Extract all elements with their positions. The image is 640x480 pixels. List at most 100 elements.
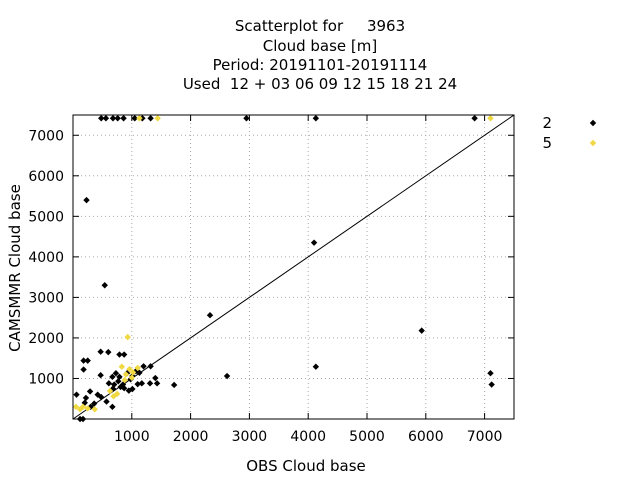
data-point-series-2 xyxy=(80,357,87,364)
diagonal-line xyxy=(72,114,515,420)
data-point-series-2 xyxy=(134,380,141,388)
plot-frame xyxy=(72,114,515,420)
x-tick-label: 3000 xyxy=(232,429,268,445)
data-point-series-2 xyxy=(146,380,154,387)
data-point-series-2 xyxy=(98,393,105,401)
y-tick-label: 3000 xyxy=(28,290,64,306)
data-point-series-5 xyxy=(487,115,494,122)
data-point-series-2 xyxy=(120,115,127,122)
legend-label-5: 5 xyxy=(542,134,552,152)
data-point-series-2 xyxy=(223,372,231,380)
data-point-series-2 xyxy=(105,348,112,356)
data-point-series-2 xyxy=(116,351,123,358)
data-point-series-5 xyxy=(79,403,87,411)
y-tick-label: 4000 xyxy=(28,250,64,266)
data-point-series-2 xyxy=(488,381,495,388)
data-point-series-2 xyxy=(98,115,105,122)
data-point-series-2 xyxy=(110,381,118,388)
data-point-series-5 xyxy=(134,364,141,372)
x-tick-label: 4000 xyxy=(290,429,326,445)
y-tick-label: 1000 xyxy=(28,371,64,387)
data-point-series-5 xyxy=(154,115,161,122)
axis-ticks: 1000 2000 3000 4000 5000 6000 7000 1000 2000 3000… xyxy=(28,115,514,445)
y-tick-label: 7000 xyxy=(28,128,64,144)
data-point-series-5 xyxy=(72,403,80,411)
data-point-series-2 xyxy=(114,115,121,122)
data-point-series-2 xyxy=(153,380,161,387)
data-point-series-2 xyxy=(115,378,122,385)
chart-title-line-1: Scatterplot for 3963 xyxy=(234,17,406,35)
y-tick-label: 5000 xyxy=(28,209,64,225)
data-point-series-2 xyxy=(84,357,91,364)
data-point-series-2 xyxy=(105,380,113,387)
data-point-series-2 xyxy=(81,399,88,406)
data-point-series-2 xyxy=(102,115,110,122)
data-point-series-2 xyxy=(138,380,145,387)
data-point-series-2 xyxy=(101,282,108,289)
data-point-series-2 xyxy=(103,398,110,405)
data-point-series-2 xyxy=(312,363,320,370)
data-point-series-2 xyxy=(116,373,123,381)
data-point-series-2 xyxy=(73,391,80,398)
y-tick-label: 6000 xyxy=(28,169,64,185)
data-point-series-2 xyxy=(131,115,138,122)
data-point-series-2 xyxy=(129,385,136,393)
chart-title-line-2: Cloud base [m] xyxy=(262,37,378,55)
legend-marker-5 xyxy=(589,139,597,147)
x-tick-label: 6000 xyxy=(408,429,444,445)
data-point-series-2 xyxy=(136,369,143,376)
x-tick-label: 1000 xyxy=(114,429,150,445)
data-point-series-5 xyxy=(121,376,128,384)
data-point-series-5 xyxy=(136,115,143,122)
x-axis-label: OBS Cloud base xyxy=(246,457,366,475)
data-point-series-2 xyxy=(83,196,90,204)
data-point-series-2 xyxy=(82,394,90,402)
legend-label-2: 2 xyxy=(542,114,552,132)
data-point-series-2 xyxy=(109,403,116,411)
data-point-series-2 xyxy=(206,312,214,319)
data-point-series-2 xyxy=(170,381,178,389)
data-point-series-2 xyxy=(86,388,94,395)
data-point-series-5 xyxy=(106,387,114,395)
data-point-series-2 xyxy=(120,351,128,358)
data-point-series-2 xyxy=(471,115,478,122)
data-point-series-5 xyxy=(124,333,131,341)
data-point-series-5 xyxy=(91,406,98,413)
data-point-series-5 xyxy=(122,371,130,378)
data-point-series-2 xyxy=(310,239,318,246)
y-tick-label: 2000 xyxy=(28,331,64,347)
data-point-series-2 xyxy=(94,391,101,398)
data-point-series-5 xyxy=(118,363,126,370)
data-point-series-2 xyxy=(90,400,98,407)
data-point-series-2 xyxy=(487,369,494,377)
data-point-series-2 xyxy=(243,115,250,122)
chart-title-line-4: Used 12 + 03 06 09 12 15 18 21 24 xyxy=(182,75,458,93)
data-point-series-2 xyxy=(97,372,104,379)
data-point-series-2 xyxy=(112,369,120,377)
data-point-series-5 xyxy=(126,365,133,373)
data-point-series-2 xyxy=(80,366,87,373)
data-point-series-5 xyxy=(129,369,137,376)
data-point-series-2 xyxy=(312,115,320,122)
grid-lines xyxy=(73,115,514,419)
y-axis-label: CAMSMMR Cloud base xyxy=(6,184,24,352)
data-point-series-2 xyxy=(109,115,117,122)
data-point-series-2 xyxy=(147,363,154,370)
data-point-series-2 xyxy=(109,373,116,381)
x-tick-label: 2000 xyxy=(173,429,209,445)
legend-marker-2 xyxy=(589,119,597,127)
data-point-series-2 xyxy=(117,383,124,391)
data-point-series-2 xyxy=(140,363,147,370)
data-point-series-5 xyxy=(128,374,135,381)
data-point-series-5 xyxy=(110,393,117,400)
data-point-series-2 xyxy=(152,374,159,382)
x-tick-label: 7000 xyxy=(467,429,503,445)
data-point-series-2 xyxy=(97,348,104,355)
chart-title-line-3: Period: 20191101-20191114 xyxy=(212,56,428,74)
x-tick-label: 5000 xyxy=(349,429,385,445)
legend: 25 xyxy=(542,114,597,152)
data-point-series-2 xyxy=(418,327,425,334)
data-points xyxy=(72,115,495,423)
data-point-series-2 xyxy=(147,115,154,122)
